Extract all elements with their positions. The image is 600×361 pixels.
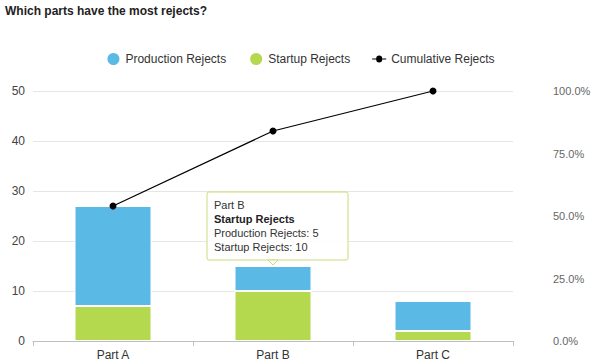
svg-text:Cumulative Rejects: Cumulative Rejects: [391, 52, 494, 66]
svg-text:Startup Rejects: Startup Rejects: [268, 52, 350, 66]
svg-text:20: 20: [12, 234, 26, 248]
svg-text:30: 30: [12, 184, 26, 198]
svg-text:Production Rejects: Production Rejects: [125, 52, 226, 66]
svg-text:40: 40: [12, 134, 26, 148]
svg-text:Which parts have the most reje: Which parts have the most rejects?: [5, 4, 207, 18]
svg-text:Part C: Part C: [416, 348, 450, 361]
svg-text:Startup Rejects: 10: Startup Rejects: 10: [214, 241, 308, 253]
svg-text:0: 0: [18, 334, 25, 348]
svg-text:Part A: Part A: [97, 348, 130, 361]
svg-text:25.0%: 25.0%: [553, 273, 584, 285]
svg-text:50.0%: 50.0%: [553, 210, 584, 222]
svg-text:Production Rejects: 5: Production Rejects: 5: [214, 227, 319, 239]
svg-text:75.0%: 75.0%: [553, 148, 584, 160]
svg-text:Part B: Part B: [214, 199, 245, 211]
svg-text:Part B: Part B: [256, 348, 289, 361]
svg-text:50: 50: [12, 84, 26, 98]
svg-text:Startup Rejects: Startup Rejects: [214, 213, 295, 225]
svg-text:100.0%: 100.0%: [553, 85, 591, 97]
svg-text:0.0%: 0.0%: [553, 335, 578, 347]
svg-text:10: 10: [12, 284, 26, 298]
